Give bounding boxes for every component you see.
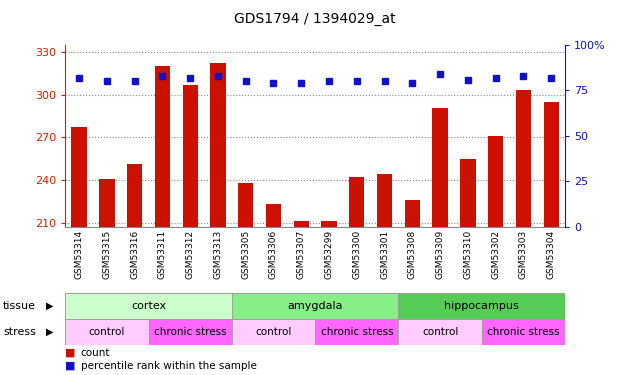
Bar (266, 204, 281, 227)
Text: tissue: tissue (3, 301, 36, 310)
Bar (71, 128, 87, 227)
Bar (65, 319, 148, 345)
Text: GDS1794 / 1394029_at: GDS1794 / 1394029_at (234, 12, 396, 26)
Bar (315, 319, 399, 345)
Text: chronic stress: chronic stress (487, 327, 560, 337)
Bar (155, 66, 170, 227)
Bar (211, 63, 225, 227)
Text: control: control (255, 327, 292, 337)
Text: percentile rank within the sample: percentile rank within the sample (81, 361, 256, 370)
Text: control: control (89, 327, 125, 337)
Bar (65, 292, 232, 319)
Text: amygdala: amygdala (288, 301, 343, 310)
Bar (488, 136, 503, 227)
Bar (349, 177, 365, 227)
Text: stress: stress (3, 327, 36, 337)
Bar (432, 108, 448, 227)
Text: chronic stress: chronic stress (320, 327, 393, 337)
Text: ■: ■ (65, 348, 76, 357)
Text: cortex: cortex (131, 301, 166, 310)
Text: control: control (422, 327, 458, 337)
Bar (127, 164, 142, 227)
Bar (232, 319, 315, 345)
Text: ▶: ▶ (46, 301, 53, 310)
Bar (294, 221, 309, 227)
Bar (377, 174, 392, 227)
Text: ■: ■ (65, 361, 76, 370)
Bar (232, 292, 399, 319)
Bar (543, 102, 559, 227)
Bar (238, 183, 253, 227)
Bar (322, 221, 337, 227)
Text: hippocampus: hippocampus (445, 301, 519, 310)
Bar (399, 319, 482, 345)
Bar (516, 90, 531, 227)
Bar (405, 200, 420, 227)
Text: ▶: ▶ (46, 327, 53, 337)
Bar (148, 319, 232, 345)
Text: chronic stress: chronic stress (154, 327, 227, 337)
Bar (482, 319, 565, 345)
Text: count: count (81, 348, 111, 357)
Bar (399, 292, 565, 319)
Bar (460, 159, 476, 227)
Bar (183, 85, 198, 227)
Bar (99, 178, 114, 227)
